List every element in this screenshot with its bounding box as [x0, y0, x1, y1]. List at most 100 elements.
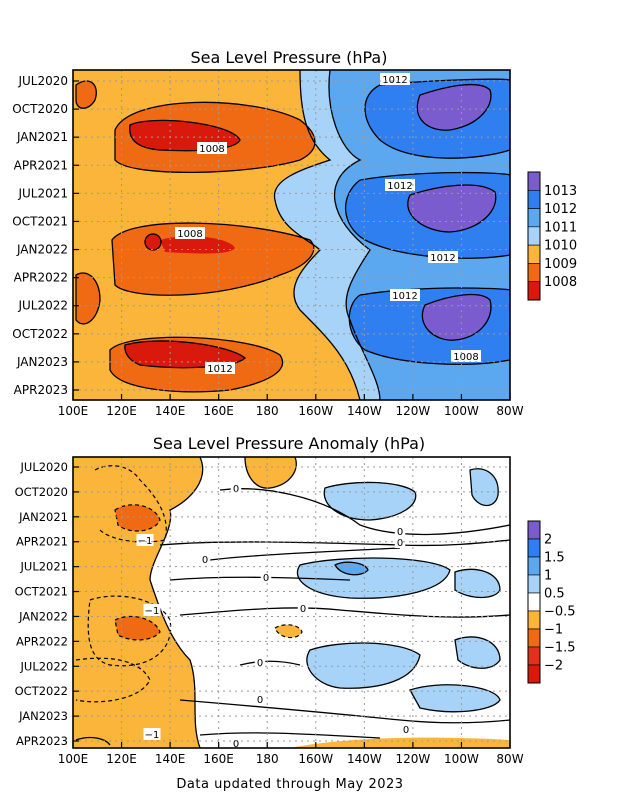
colorbar-swatch: [527, 208, 541, 228]
anomaly-strong-negative-2: [115, 616, 160, 640]
colorbar-label: 2: [544, 533, 552, 548]
x-tick-label: 160W: [298, 404, 333, 418]
colorbar-swatch: [527, 281, 541, 301]
colorbar-label: 1009: [544, 257, 577, 272]
contour-label-bg: [385, 179, 415, 191]
contour-label: 1012: [392, 291, 417, 302]
contour-label-bg: [143, 728, 161, 740]
colorbar-swatch: [527, 592, 541, 612]
contour-label: 1008: [177, 229, 202, 240]
level-1013-region-1: [417, 84, 491, 131]
colorbar-swatch: [527, 520, 541, 540]
colorbar-label: 1011: [544, 220, 577, 235]
y-tick-label: APR2023: [14, 383, 68, 397]
contour-label: 0: [397, 527, 403, 538]
x-tick-label: 140W: [347, 404, 382, 418]
contour-label-bg: [197, 142, 227, 154]
x-tick-label: 100W: [444, 404, 479, 418]
colorbar-label: 1013: [544, 184, 577, 199]
contour-label-bg: [394, 536, 406, 548]
pressure-axes: 100E 120E 140E 160E 180 160W 140W 120W 100W 80W JU…: [12, 74, 523, 418]
contour-label-bg: [230, 737, 242, 748]
colorbar-label: −1.5: [544, 641, 576, 656]
pressure-grid: [73, 70, 510, 400]
x-tick-label: 120E: [106, 404, 137, 418]
x-tick-label: 100E: [58, 404, 89, 418]
colorbar-swatch: [527, 556, 541, 576]
y-tick-label: OCT2021: [12, 214, 68, 228]
colorbar-swatch: [527, 538, 541, 558]
colorbar-label: 1: [544, 569, 552, 584]
colorbar-swatch: [527, 610, 541, 630]
y-tick-label: JUL2020: [17, 74, 68, 88]
contour-label: 0: [263, 573, 269, 584]
contour-label-bg: [297, 602, 309, 614]
y-tick-label: JUL2021: [20, 560, 68, 574]
colorbar-label: 1.5: [544, 551, 565, 566]
contour-label: 0: [233, 484, 239, 495]
x-tick-label: 120E: [106, 752, 137, 766]
anomaly-grid: [73, 457, 510, 748]
colorbar-swatch: [527, 226, 541, 246]
colorbar-label: 0.5: [544, 587, 565, 602]
contour-label-bg: [136, 534, 154, 546]
level-below-1008-region-4: [124, 340, 245, 368]
anomaly-positive-region-4: [455, 569, 500, 598]
x-tick-label: 180: [256, 404, 279, 418]
y-tick-label: JAN2022: [16, 243, 68, 257]
anomaly-frame: [72, 456, 511, 749]
colorbar-label: −1: [544, 623, 563, 638]
data-updated-note: Data updated through May 2023: [176, 777, 403, 792]
contour-label: 0: [397, 538, 403, 549]
anomaly-dashed-contours: [75, 465, 303, 703]
y-tick-label: OCT2022: [12, 327, 68, 341]
level-below-1008-region-2: [160, 236, 235, 254]
y-tick-label: APR2021: [16, 535, 68, 549]
y-tick-label: JUL2020: [20, 460, 68, 474]
anomaly-positive-region-3: [297, 558, 450, 599]
anomaly-positive-region-6: [410, 684, 500, 712]
y-tick-label: JAN2021: [16, 130, 68, 144]
anomaly-title: Sea Level Pressure Anomaly (hPa): [153, 434, 425, 453]
contour-label-bg: [260, 571, 272, 583]
y-tick-label: APR2021: [14, 158, 68, 172]
x-tick-label: 100W: [444, 752, 479, 766]
colorbar-swatch: [527, 244, 541, 264]
pressure-field: 1012 1008 1012 1008 1012 1012 1008 1012: [73, 70, 510, 400]
contour-label: 1008: [453, 352, 478, 363]
x-tick-label: 140E: [155, 752, 186, 766]
contour-label: 0: [300, 604, 306, 615]
anomaly-negative-region-3: [275, 624, 302, 638]
contour-label: 1012: [382, 75, 407, 86]
contour-label-bg: [394, 525, 406, 537]
contour-label-bg: [254, 656, 266, 668]
y-tick-label: JAN2021: [18, 510, 68, 524]
anomaly-panel: Sea Level Pressure Anomaly (hPa): [15, 434, 576, 766]
colorbar-swatch: [527, 664, 541, 684]
colorbar-frame: [527, 171, 541, 301]
colorbar-swatch: [527, 171, 541, 191]
level-1008-region-5: [76, 272, 100, 324]
colorbar-swatch: [527, 263, 541, 283]
anomaly-strong-negative-1: [115, 504, 160, 532]
y-tick-label: OCT2021: [15, 585, 68, 599]
x-tick-label: 160E: [203, 404, 234, 418]
contour-label: −1: [145, 606, 160, 617]
contour-label: 0: [257, 695, 263, 706]
x-tick-label: 120W: [395, 404, 430, 418]
anomaly-positive-region-5: [306, 643, 420, 689]
x-tick-label: 180: [256, 752, 279, 766]
y-tick-label: JAN2023: [18, 709, 68, 723]
contour-label-bg: [428, 251, 458, 263]
contour-label-bg: [199, 553, 211, 565]
x-tick-label: 140W: [347, 752, 382, 766]
y-tick-label: JAN2022: [18, 609, 68, 623]
y-tick-label: OCT2022: [15, 684, 68, 698]
contour-label-bg: [400, 723, 412, 735]
contour-label: 1012: [387, 181, 412, 192]
contour-label-bg: [380, 73, 410, 85]
pressure-title: Sea Level Pressure (hPa): [191, 48, 388, 67]
colorbar-swatch: [527, 189, 541, 209]
contour-label: 1008: [199, 144, 224, 155]
